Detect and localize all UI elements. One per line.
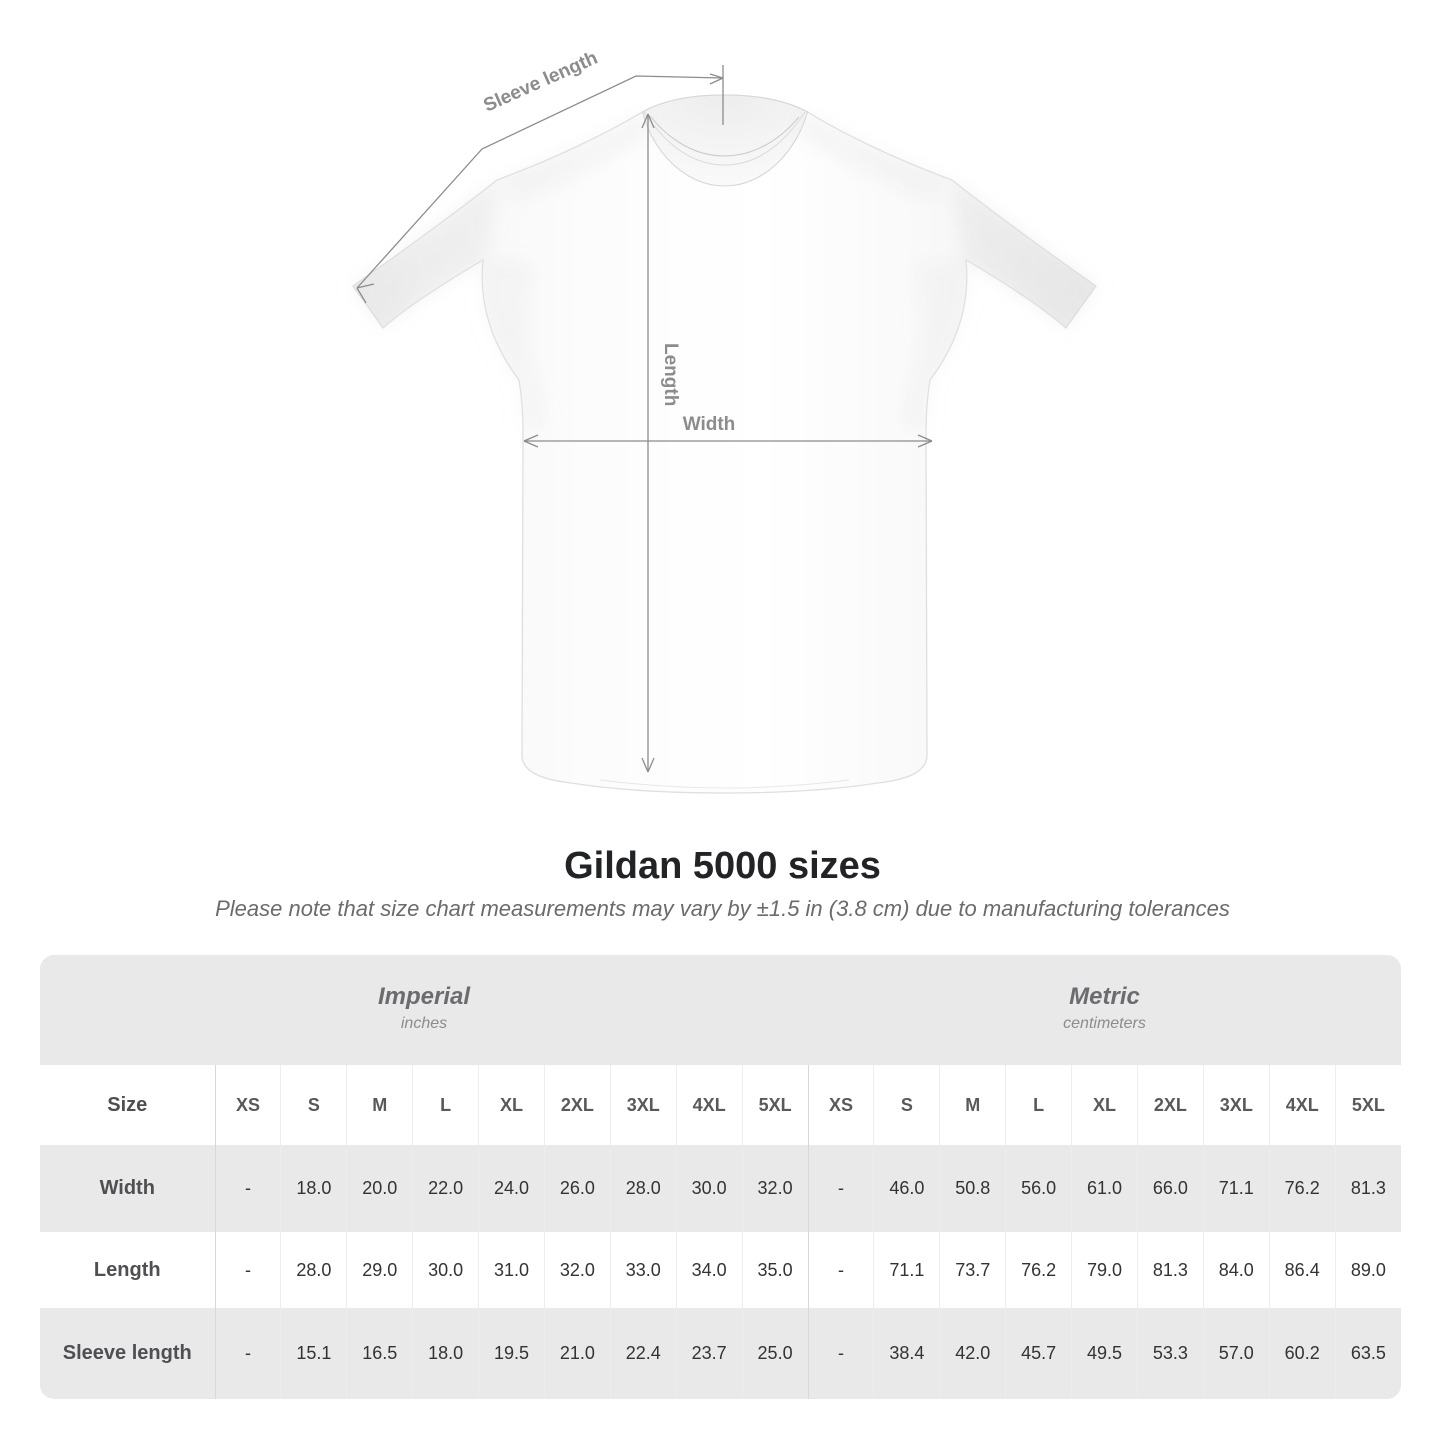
svg-text:Sleeve length: Sleeve length (480, 48, 600, 117)
svg-text:Width: Width (683, 414, 736, 435)
svg-text:Length: Length (660, 343, 681, 406)
